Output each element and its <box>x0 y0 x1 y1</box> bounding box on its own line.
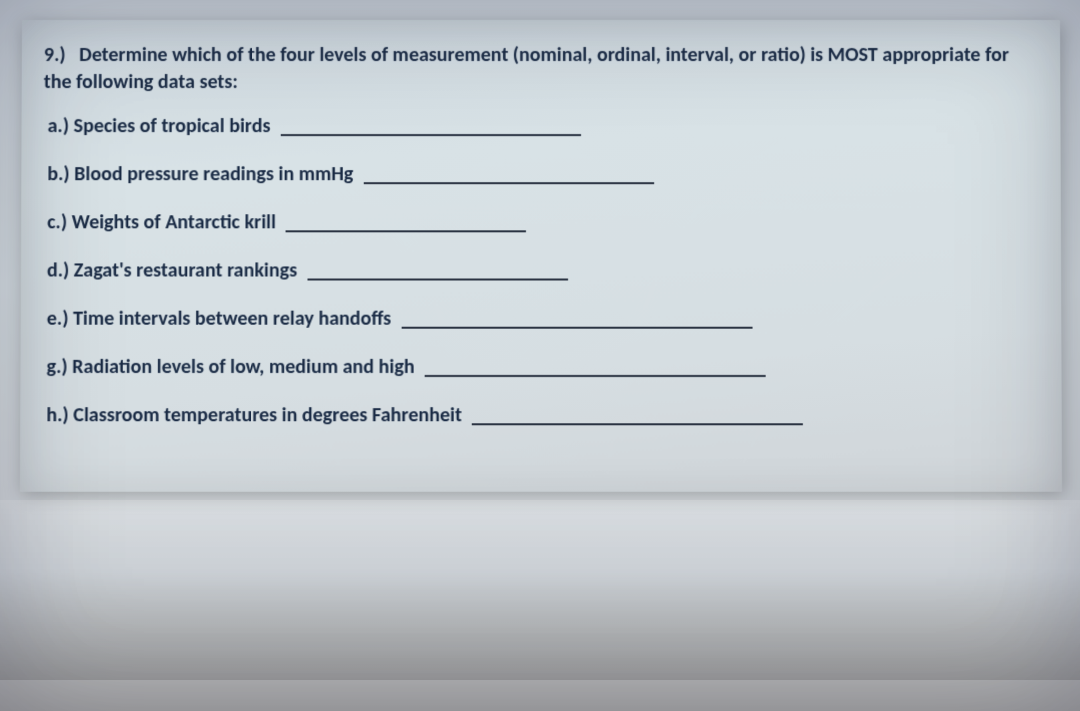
question-item: h.) Classroom temperatures in degrees Fa… <box>46 403 1033 427</box>
answer-blank[interactable] <box>425 361 766 377</box>
question-number: 9.) <box>44 43 66 67</box>
screen-photo: 9.) Determine which of the four levels o… <box>0 0 1080 711</box>
question-item: c.) Weights of Antarctic krill <box>47 210 1033 234</box>
answer-blank[interactable] <box>472 409 803 425</box>
item-label: d.) Zagat's restaurant rankings <box>47 258 305 282</box>
item-label: b.) Blood pressure readings in mmHg <box>47 162 361 186</box>
answer-blank[interactable] <box>401 313 752 329</box>
prompt-emph: MOST <box>828 43 878 67</box>
question-prompt: 9.) Determine which of the four levels o… <box>44 42 1033 96</box>
answer-blank[interactable] <box>307 264 568 280</box>
item-label: g.) Radiation levels of low, medium and … <box>47 355 423 379</box>
answer-blank[interactable] <box>280 120 580 136</box>
items-list: a.) Species of tropical birds b.) Blood p… <box>42 114 1033 427</box>
answer-blank[interactable] <box>286 216 526 232</box>
worksheet-paper: 9.) Determine which of the four levels o… <box>20 20 1062 492</box>
item-label: e.) Time intervals between relay handoff… <box>47 307 399 331</box>
question-item: a.) Species of tropical birds <box>48 114 1033 138</box>
item-label: c.) Weights of Antarctic krill <box>47 210 284 234</box>
answer-blank[interactable] <box>363 168 653 184</box>
question-item: d.) Zagat's restaurant rankings <box>47 258 1033 282</box>
item-label: a.) Species of tropical birds <box>48 114 279 138</box>
item-label: h.) Classroom temperatures in degrees Fa… <box>46 403 470 427</box>
question-item: b.) Blood pressure readings in mmHg <box>47 162 1032 186</box>
question-item: g.) Radiation levels of low, medium and … <box>47 355 1034 379</box>
screen-glare <box>0 500 1080 680</box>
prompt-text-pre: Determine which of the four levels of me… <box>79 43 828 67</box>
question-item: e.) Time intervals between relay handoff… <box>47 307 1034 331</box>
